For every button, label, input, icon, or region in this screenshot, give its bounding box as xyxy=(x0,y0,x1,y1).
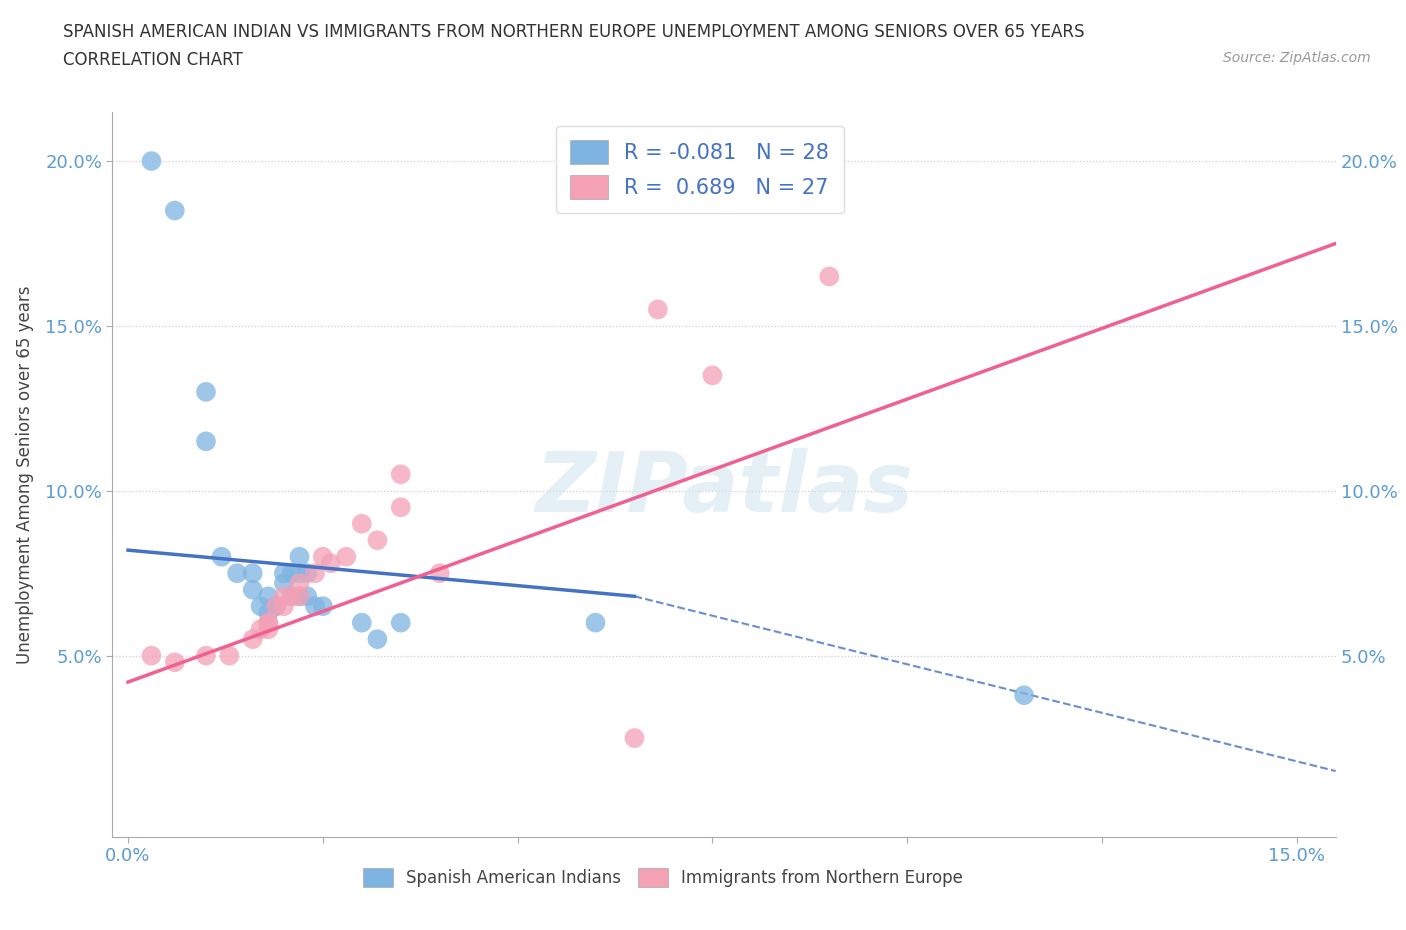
Point xyxy=(288,565,311,580)
Point xyxy=(257,622,280,637)
Point xyxy=(249,622,271,637)
Text: CORRELATION CHART: CORRELATION CHART xyxy=(63,51,243,69)
Point xyxy=(429,565,451,580)
Point xyxy=(141,153,163,168)
Point xyxy=(257,589,280,604)
Point xyxy=(312,550,335,565)
Point xyxy=(194,648,217,663)
Text: SPANISH AMERICAN INDIAN VS IMMIGRANTS FROM NORTHERN EUROPE UNEMPLOYMENT AMONG SE: SPANISH AMERICAN INDIAN VS IMMIGRANTS FR… xyxy=(63,23,1085,41)
Point xyxy=(273,599,295,614)
Point xyxy=(273,589,295,604)
Point xyxy=(273,576,295,591)
Text: ZIPatlas: ZIPatlas xyxy=(536,448,912,529)
Point xyxy=(163,203,186,218)
Point xyxy=(389,467,412,482)
Point xyxy=(366,631,388,646)
Point xyxy=(702,368,724,383)
Point xyxy=(280,565,302,580)
Legend: Spanish American Indians, Immigrants from Northern Europe: Spanish American Indians, Immigrants fro… xyxy=(356,861,970,894)
Point xyxy=(249,599,271,614)
Point xyxy=(818,269,841,284)
Point xyxy=(257,616,280,631)
Point xyxy=(141,648,163,663)
Point xyxy=(366,533,388,548)
Point xyxy=(264,599,287,614)
Point xyxy=(242,565,264,580)
Point xyxy=(242,631,264,646)
Point xyxy=(194,384,217,399)
Point xyxy=(304,565,326,580)
Point xyxy=(297,589,319,604)
Point xyxy=(389,499,412,514)
Point xyxy=(288,576,311,591)
Point xyxy=(647,302,669,317)
Text: Source: ZipAtlas.com: Source: ZipAtlas.com xyxy=(1223,51,1371,65)
Point xyxy=(350,616,373,631)
Point xyxy=(257,605,280,620)
Point xyxy=(280,589,302,604)
Point xyxy=(319,556,342,571)
Point xyxy=(273,565,295,580)
Point xyxy=(264,599,287,614)
Point xyxy=(389,616,412,631)
Point xyxy=(288,589,311,604)
Point xyxy=(211,550,233,565)
Point xyxy=(257,616,280,631)
Point xyxy=(297,565,319,580)
Point xyxy=(280,589,302,604)
Point xyxy=(163,655,186,670)
Point xyxy=(194,434,217,449)
Y-axis label: Unemployment Among Seniors over 65 years: Unemployment Among Seniors over 65 years xyxy=(15,286,34,663)
Point xyxy=(1012,688,1035,703)
Point xyxy=(218,648,240,663)
Point xyxy=(312,599,335,614)
Point xyxy=(288,550,311,565)
Point xyxy=(350,516,373,531)
Point xyxy=(585,616,607,631)
Point xyxy=(304,599,326,614)
Point xyxy=(242,582,264,597)
Point xyxy=(335,550,357,565)
Point xyxy=(288,589,311,604)
Point xyxy=(623,731,645,746)
Point xyxy=(226,565,249,580)
